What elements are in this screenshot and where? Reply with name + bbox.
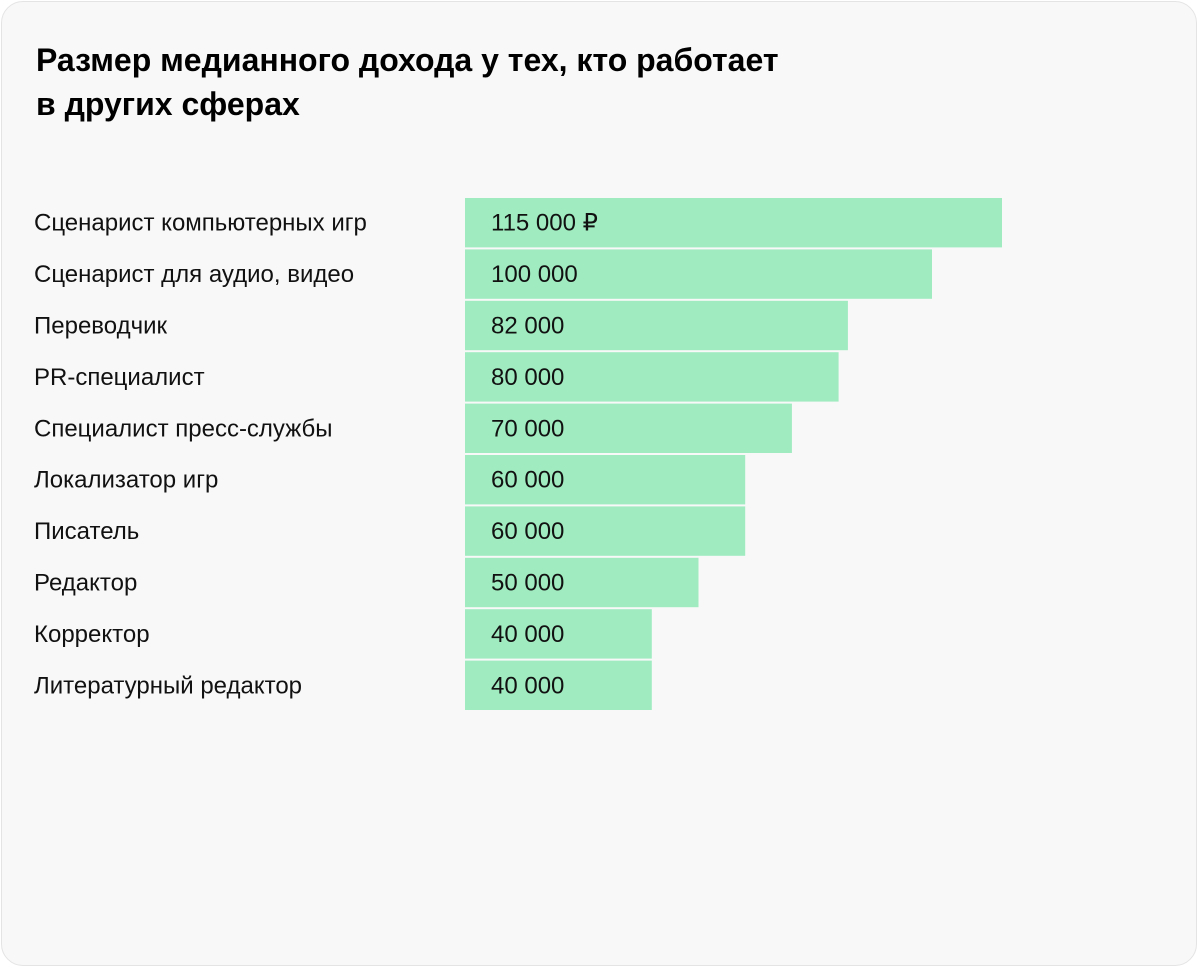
- bar-6: [465, 455, 746, 505]
- category-label-4: PR-специалист: [34, 364, 205, 391]
- value-label-7: 60 000: [491, 518, 564, 545]
- value-label-1: 115 000 ₽: [491, 210, 598, 237]
- bar-10: [465, 660, 652, 710]
- value-label-3: 82 000: [491, 313, 564, 340]
- value-label-4: 80 000: [491, 364, 564, 391]
- bar-2: [465, 249, 932, 299]
- bar-5: [465, 403, 792, 453]
- category-label-6: Локализатор игр: [34, 467, 218, 494]
- bar-8: [465, 557, 699, 608]
- category-label-7: Писатель: [34, 518, 139, 545]
- category-label-3: Переводчик: [34, 313, 168, 340]
- chart-title-line-2: в других сферах: [36, 86, 300, 122]
- bar-7: [465, 506, 746, 556]
- value-label-5: 70 000: [491, 415, 564, 442]
- value-label-8: 50 000: [491, 570, 564, 597]
- category-label-10: Литературный редактор: [34, 672, 302, 699]
- category-label-2: Сценарист для аудио, видео: [34, 261, 354, 288]
- chart-title-line-1: Размер медианного дохода у тех, кто рабо…: [36, 42, 779, 78]
- bar-9: [465, 609, 652, 659]
- bar-3: [465, 300, 848, 351]
- value-label-9: 40 000: [491, 621, 564, 648]
- bar-4: [465, 352, 839, 402]
- category-label-8: Редактор: [34, 570, 137, 597]
- chart-title: Размер медианного дохода у тех, кто рабо…: [36, 38, 936, 126]
- bar-1: [465, 198, 1002, 248]
- value-label-10: 40 000: [491, 672, 564, 699]
- category-label-9: Корректор: [34, 621, 150, 648]
- category-label-5: Специалист пресс-службы: [34, 415, 333, 442]
- value-label-2: 100 000: [491, 261, 578, 288]
- category-label-1: Сценарист компьютерных игр: [34, 210, 367, 237]
- value-label-6: 60 000: [491, 467, 564, 494]
